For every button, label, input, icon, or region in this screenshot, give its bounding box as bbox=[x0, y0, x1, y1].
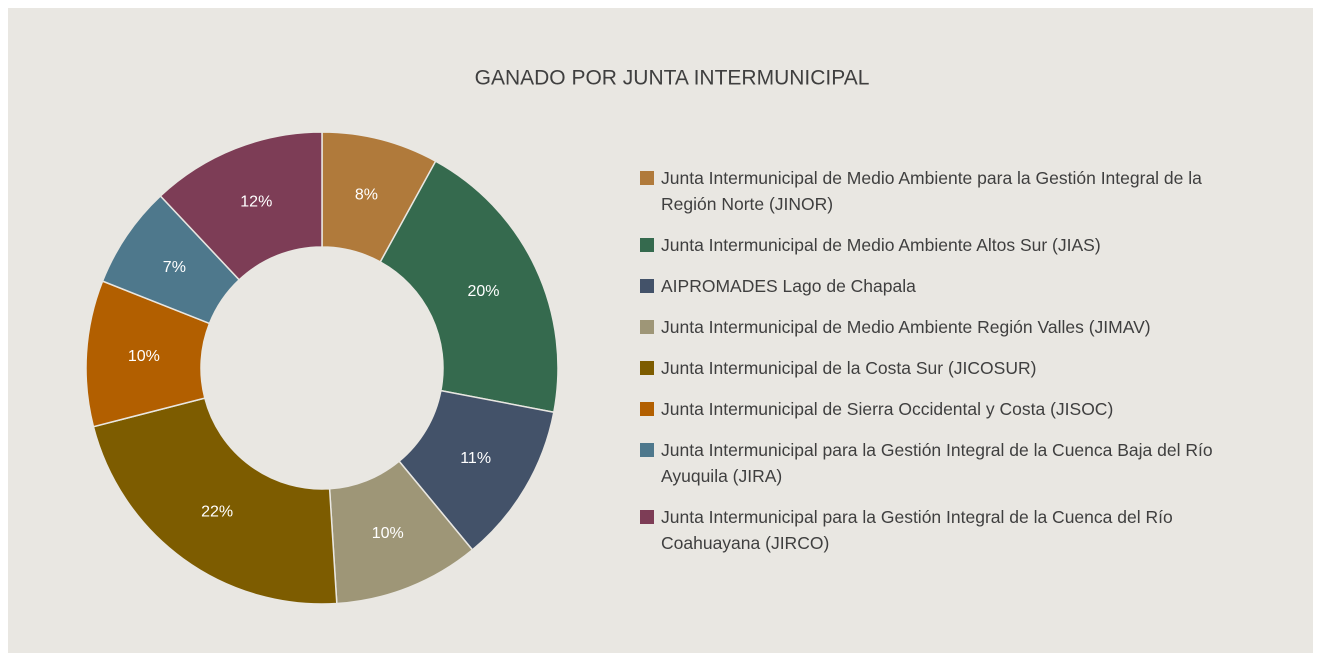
legend-item: Junta Intermunicipal para la Gestión Int… bbox=[640, 504, 1260, 556]
data-label: 10% bbox=[128, 348, 160, 365]
legend-swatch bbox=[640, 171, 654, 185]
data-label: 22% bbox=[201, 504, 233, 521]
legend-swatch bbox=[640, 402, 654, 416]
slice bbox=[159, 131, 323, 281]
data-label: 20% bbox=[467, 283, 499, 300]
legend: Junta Intermunicipal de Medio Ambiente p… bbox=[640, 165, 1260, 571]
legend-label: Junta Intermunicipal para la Gestión Int… bbox=[661, 507, 1173, 553]
slice bbox=[379, 160, 559, 414]
data-label: 12% bbox=[240, 193, 272, 210]
chart-title: GANADO POR JUNTA INTERMUNICIPAL bbox=[475, 67, 870, 90]
legend-label: Junta Intermunicipal de Medio Ambiente R… bbox=[661, 317, 1151, 337]
legend-swatch bbox=[640, 443, 654, 457]
legend-label: Junta Intermunicipal de Sierra Occidenta… bbox=[661, 399, 1114, 419]
legend-swatch bbox=[640, 510, 654, 524]
legend-item: Junta Intermunicipal de Medio Ambiente A… bbox=[640, 232, 1260, 258]
legend-item: Junta Intermunicipal de Medio Ambiente R… bbox=[640, 314, 1260, 340]
legend-item: Junta Intermunicipal para la Gestión Int… bbox=[640, 437, 1260, 489]
legend-swatch bbox=[640, 361, 654, 375]
data-label: 10% bbox=[372, 525, 404, 542]
slice bbox=[92, 397, 338, 605]
legend-swatch bbox=[640, 279, 654, 293]
legend-label: Junta Intermunicipal de Medio Ambiente p… bbox=[661, 168, 1202, 214]
legend-swatch bbox=[640, 320, 654, 334]
data-label: 8% bbox=[355, 186, 378, 203]
legend-label: Junta Intermunicipal de Medio Ambiente A… bbox=[661, 235, 1101, 255]
legend-item: Junta Intermunicipal de Medio Ambiente p… bbox=[640, 165, 1260, 217]
legend-item: Junta Intermunicipal de la Costa Sur (JI… bbox=[640, 355, 1260, 381]
legend-label: Junta Intermunicipal para la Gestión Int… bbox=[661, 440, 1213, 486]
legend-swatch bbox=[640, 238, 654, 252]
legend-item: AIPROMADES Lago de Chapala bbox=[640, 273, 1260, 299]
data-label: 11% bbox=[460, 450, 491, 467]
data-label: 7% bbox=[163, 259, 186, 276]
legend-label: AIPROMADES Lago de Chapala bbox=[661, 276, 916, 296]
legend-label: Junta Intermunicipal de la Costa Sur (JI… bbox=[661, 358, 1037, 378]
legend-item: Junta Intermunicipal de Sierra Occidenta… bbox=[640, 396, 1260, 422]
